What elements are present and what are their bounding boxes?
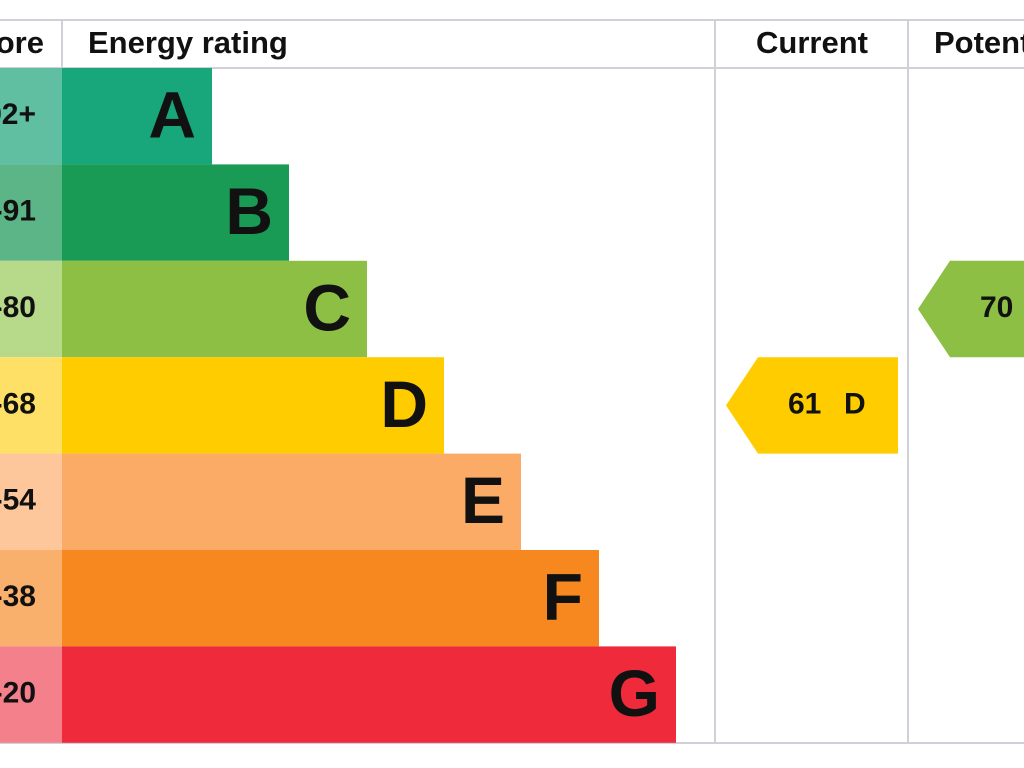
band-letter: A — [148, 78, 196, 152]
band-letter: B — [225, 174, 273, 248]
score-cell — [0, 260, 62, 358]
score-label: 69-80 — [0, 291, 36, 324]
band-bar — [62, 357, 444, 454]
band-letter: F — [543, 560, 583, 634]
header-potential: Potential — [934, 25, 1024, 60]
score-label: 92+ — [0, 98, 36, 131]
score-cell — [0, 164, 62, 261]
score-label: 1-20 — [0, 677, 36, 710]
score-cell — [0, 453, 62, 550]
potential-value: 70 — [980, 291, 1013, 324]
band-letter: D — [380, 367, 428, 441]
current-arrow — [726, 357, 898, 454]
score-label: 21-38 — [0, 580, 36, 613]
header-energy-rating: Energy rating — [88, 25, 288, 60]
score-cell — [0, 357, 62, 454]
score-cell — [0, 550, 62, 647]
score-label: 39-54 — [0, 484, 36, 517]
band-bar — [62, 550, 599, 647]
band-bar — [62, 260, 367, 358]
score-cell — [0, 646, 62, 743]
band-bar — [62, 68, 212, 165]
band-letter: E — [461, 463, 505, 537]
band-letter: G — [609, 656, 660, 730]
band-bar — [62, 453, 521, 550]
band-letter: C — [303, 270, 351, 344]
header-current: Current — [756, 25, 868, 60]
score-label: 81-91 — [0, 195, 36, 228]
band-bar — [62, 646, 676, 743]
score-label: 55-68 — [0, 387, 36, 420]
current-value: 61 — [788, 387, 821, 420]
header-score: Score — [0, 25, 44, 60]
current-band: D — [844, 387, 866, 420]
band-bar — [62, 164, 289, 261]
potential-arrow — [918, 260, 1024, 358]
score-cell — [0, 68, 62, 165]
